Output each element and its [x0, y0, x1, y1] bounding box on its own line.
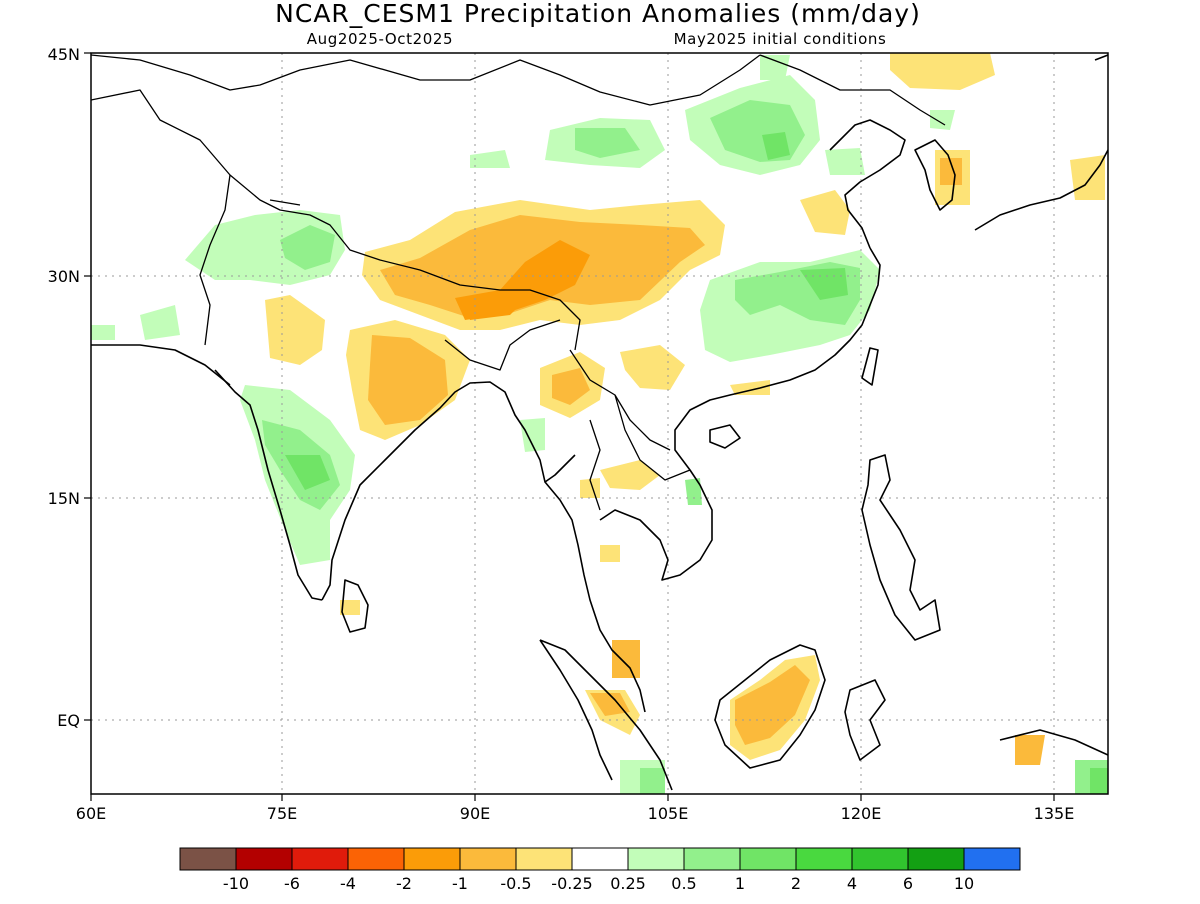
lat-label-30n: 30N: [48, 267, 80, 286]
axis-ticks: [84, 52, 1055, 801]
lat-label-eq: EQ: [57, 711, 80, 730]
colorbar-swatch: [795, 847, 853, 871]
graticule: [91, 53, 1108, 794]
colorbar-swatch: [739, 847, 797, 871]
colorbar-label: 1: [735, 874, 745, 893]
colorbar-label: 6: [903, 874, 913, 893]
colorbar-label: 0.25: [610, 874, 646, 893]
map-field: [91, 53, 1108, 794]
lon-label-120e: 120E: [841, 804, 882, 823]
colorbar-label: -2: [396, 874, 412, 893]
colorbar-label: -10: [223, 874, 249, 893]
lon-label-75e: 75E: [267, 804, 297, 823]
colorbar-label: -0.5: [500, 874, 531, 893]
colorbar-swatch: [235, 847, 293, 871]
lon-label-60e: 60E: [76, 804, 106, 823]
coastlines: [91, 54, 1108, 791]
colorbar-label: -6: [284, 874, 300, 893]
colorbar-label: 0.5: [671, 874, 696, 893]
colorbar-swatch: [347, 847, 405, 871]
forecast-period: Aug2025-Oct2025: [307, 30, 453, 48]
colorbar-label: 10: [954, 874, 974, 893]
colorbar-swatch: [963, 847, 1021, 871]
colorbar-swatch: [515, 847, 573, 871]
colorbar-label: -0.25: [551, 874, 592, 893]
lat-label-15n: 15N: [48, 489, 80, 508]
map-title: NCAR_CESM1 Precipitation Anomalies (mm/d…: [275, 0, 921, 28]
lon-label-90e: 90E: [460, 804, 490, 823]
colorbar-label: -1: [452, 874, 468, 893]
colorbar-swatch: [571, 847, 629, 871]
colorbar-label: 4: [847, 874, 857, 893]
colorbar: -10 -6 -4 -2 -1 -0.5 -0.25 0.25 0.5 1 2 4 6 10: [179, 847, 1021, 893]
map-frame: [90, 52, 1109, 795]
colorbar-swatch: [627, 847, 685, 871]
colorbar-swatch: [683, 847, 741, 871]
lon-label-105e: 105E: [648, 804, 689, 823]
lat-label-45n: 45N: [48, 45, 80, 64]
colorbar-swatch: [907, 847, 965, 871]
colorbar-swatch: [179, 847, 237, 871]
colorbar-swatch: [291, 847, 349, 871]
country-borders: [91, 54, 946, 511]
colorbar-label: 2: [791, 874, 801, 893]
colorbar-label: -4: [340, 874, 356, 893]
colorbar-swatch: [403, 847, 461, 871]
colorbar-swatch: [459, 847, 517, 871]
anomaly-shading: [91, 53, 1108, 794]
lon-label-135e: 135E: [1034, 804, 1075, 823]
colorbar-swatch: [851, 847, 909, 871]
initial-conditions-label: May2025 initial conditions: [674, 30, 887, 48]
